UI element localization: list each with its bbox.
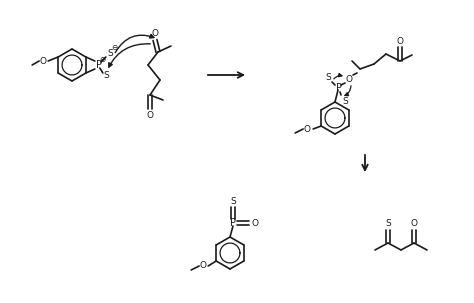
Text: O: O [152, 29, 158, 38]
FancyArrowPatch shape [109, 44, 150, 67]
Text: S: S [107, 48, 113, 58]
FancyArrowPatch shape [334, 73, 342, 79]
FancyArrowPatch shape [115, 34, 154, 53]
Text: O: O [304, 125, 310, 134]
Text: O: O [410, 219, 418, 228]
Text: S: S [230, 197, 236, 205]
Text: S: S [103, 72, 109, 81]
Text: P: P [336, 83, 342, 93]
Text: S: S [385, 219, 391, 228]
Text: O: O [146, 111, 154, 119]
Text: O: O [40, 56, 46, 65]
Text: O: O [346, 75, 353, 84]
FancyArrowPatch shape [345, 86, 351, 96]
Text: O: O [252, 218, 258, 228]
Text: S: S [325, 74, 331, 82]
Text: O: O [200, 261, 207, 271]
Text: ⊖: ⊖ [112, 44, 118, 52]
Text: O: O [396, 36, 403, 45]
Text: S: S [342, 98, 348, 106]
Text: P: P [96, 60, 102, 70]
Text: P: P [230, 218, 236, 228]
Text: ⊕: ⊕ [100, 55, 106, 65]
